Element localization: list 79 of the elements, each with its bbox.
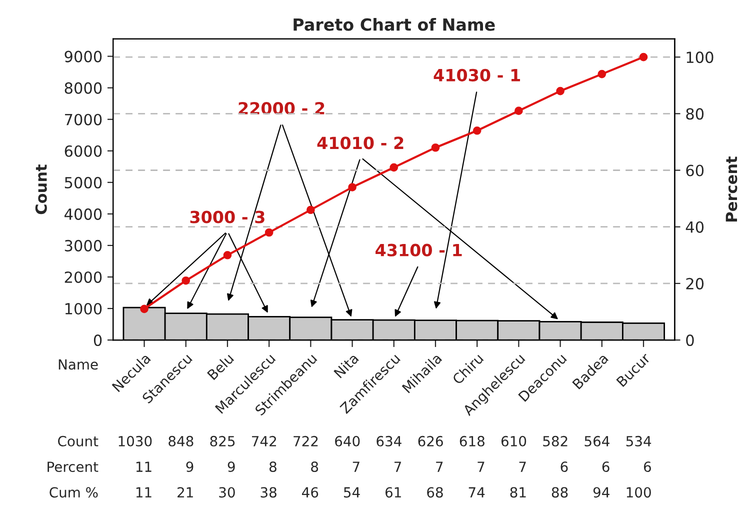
text: 8 (311, 462, 318, 472)
data-label: 564 (584, 436, 610, 446)
data-label: 626 (418, 436, 443, 446)
y2-tick-label: 60 (686, 164, 704, 176)
y2-axis-title: Percent (726, 156, 738, 222)
text: 7 (436, 462, 443, 472)
text: Count (58, 436, 98, 446)
data-label: 74 (468, 487, 485, 498)
text: 7 (519, 462, 526, 472)
text: 7 (352, 462, 360, 472)
text: 6 (560, 462, 568, 472)
point (639, 52, 648, 62)
point (514, 106, 523, 115)
point (472, 126, 482, 135)
data-label: 640 (335, 436, 360, 446)
y-tick-label: 0 (94, 334, 102, 346)
point (182, 276, 190, 285)
y2-tick-label: 100 (686, 52, 714, 64)
data-label: 38 (260, 487, 276, 498)
y-tick-label: 5000 (64, 176, 102, 188)
text: 9 (228, 462, 235, 472)
data-label: 46 (302, 487, 318, 498)
point (306, 206, 315, 214)
text: 7 (394, 462, 402, 472)
text: 9 (186, 462, 194, 472)
data-label: 825 (210, 436, 235, 446)
y-tick-label: 6000 (64, 145, 102, 157)
y2-tick-label: 80 (686, 108, 704, 120)
text: 11 (136, 462, 152, 472)
data-label: 742 (252, 436, 276, 446)
annotation: 3000 - 3 (190, 210, 264, 224)
annotation: 41010 - 2 (317, 136, 404, 150)
text: Percent (48, 462, 98, 472)
text: 6 (602, 462, 610, 472)
y-tick-label: 2000 (64, 271, 102, 283)
data-label: 11 (136, 487, 152, 498)
data-label: 54 (344, 487, 360, 498)
point (223, 250, 232, 260)
data-label: 81 (510, 487, 526, 498)
point (348, 183, 356, 192)
text: 7 (478, 462, 484, 472)
data-label: 1030 (118, 436, 152, 446)
y2-tick-label: 40 (686, 221, 704, 233)
data-label: 582 (543, 436, 568, 446)
text: 8 (270, 462, 276, 472)
point (556, 86, 564, 96)
data-label: 100 (626, 487, 651, 498)
annotation: 41030 - 1 (434, 68, 520, 82)
data-label: 21 (178, 487, 193, 498)
point (140, 304, 148, 314)
y2-tick-label: 20 (686, 278, 704, 290)
point (431, 143, 440, 152)
x-axis-title: Name (58, 359, 98, 370)
data-label: 618 (460, 436, 484, 446)
data-label: 534 (626, 436, 652, 446)
data-label: 88 (552, 487, 568, 498)
point (390, 163, 398, 172)
data-label: 634 (376, 436, 402, 446)
point (598, 70, 606, 78)
y-tick-label: 4000 (64, 208, 102, 220)
y-tick-label: 8000 (64, 82, 102, 94)
annotation: 43100 - 1 (376, 244, 462, 256)
y-tick-label: 9000 (64, 50, 102, 62)
data-label: 610 (501, 436, 526, 446)
data-label: 61 (386, 487, 401, 498)
y2-tick-label: 0 (686, 334, 694, 346)
y-tick-label: 7000 (65, 114, 102, 126)
chart-title: Pareto Chart of Name (294, 18, 495, 31)
text: 6 (644, 462, 651, 472)
text: Cum % (50, 487, 98, 498)
y-axis-title: Count (35, 164, 47, 214)
data-label: 30 (219, 487, 235, 498)
data-label: 68 (427, 487, 443, 498)
y-tick-label: 3000 (64, 240, 102, 252)
y-tick-label: 1000 (65, 302, 102, 315)
data-label: 848 (168, 436, 194, 446)
data-label: 94 (593, 487, 610, 498)
point (264, 228, 274, 237)
data-label: 722 (294, 436, 318, 446)
